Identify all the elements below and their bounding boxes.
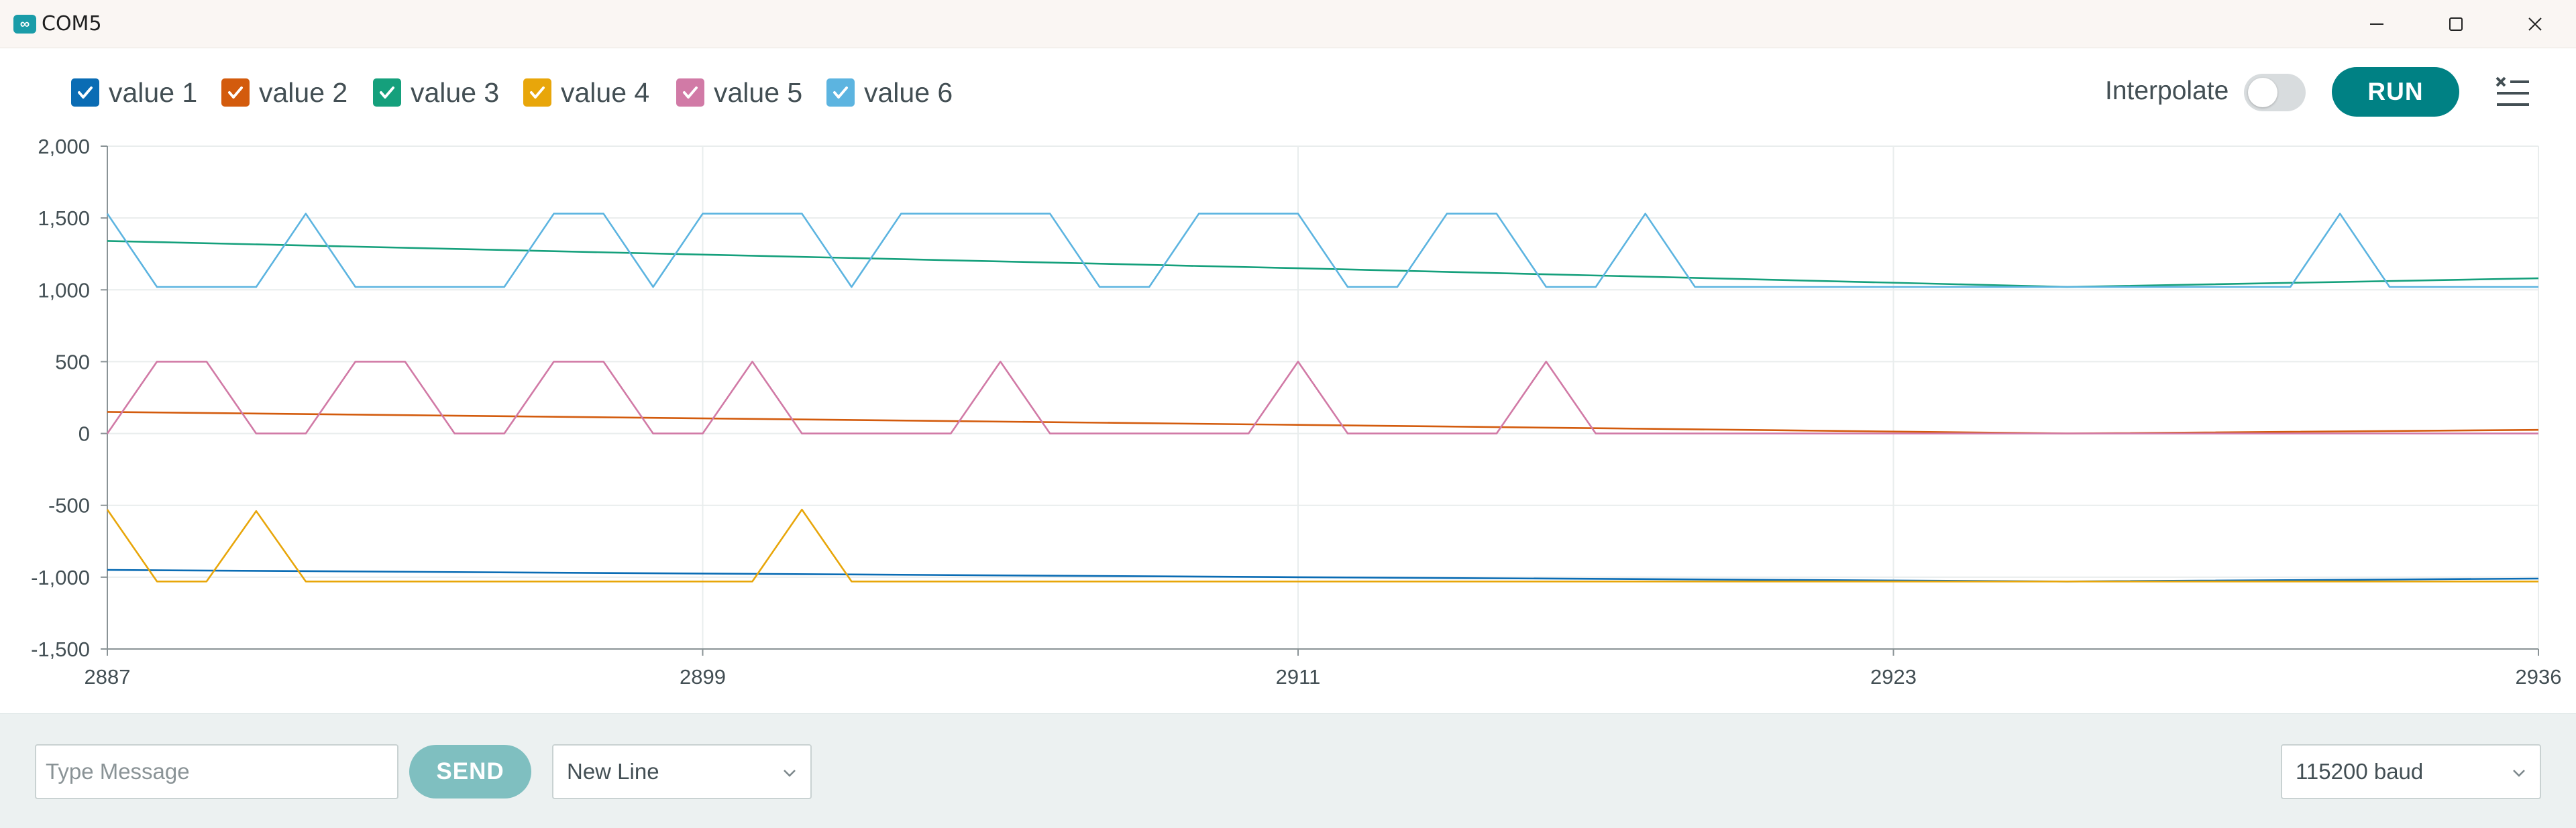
chevron-down-icon	[784, 770, 796, 777]
x-tick-label: 2911	[1276, 665, 1321, 689]
legend-item-2[interactable]: value 2	[221, 74, 347, 111]
series-checkbox[interactable]	[373, 78, 401, 107]
check-icon	[833, 86, 848, 99]
y-tick-label: 0	[78, 422, 90, 446]
window-title: COM5	[42, 12, 102, 36]
series-checkbox[interactable]	[71, 78, 99, 107]
legend-label: value 1	[109, 76, 198, 108]
message-input[interactable]	[35, 744, 398, 799]
clear-button[interactable]	[2494, 72, 2532, 111]
series-line-1	[107, 569, 2539, 583]
check-icon	[683, 86, 698, 99]
legend-item-3[interactable]: value 3	[373, 74, 499, 111]
series-line-5	[106, 361, 2538, 434]
line-ending-select[interactable]: New Line	[552, 744, 812, 799]
y-tick-label: -1,000	[31, 566, 90, 589]
interpolate-label: Interpolate	[2105, 76, 2229, 105]
legend-label: value 2	[259, 76, 348, 108]
close-button[interactable]	[2496, 0, 2575, 48]
minimize-button[interactable]	[2337, 0, 2416, 48]
legend-label: value 5	[714, 76, 803, 108]
send-button[interactable]: SEND	[409, 745, 531, 799]
message-bar: SEND New Line 115200 baud	[0, 713, 2576, 828]
x-tick-label: 2887	[85, 665, 131, 689]
series-line-6	[106, 213, 2538, 288]
toggle-knob	[2248, 78, 2277, 107]
legend-label: value 6	[864, 76, 953, 108]
maximize-icon	[2449, 17, 2463, 31]
interpolate-toggle[interactable]	[2244, 74, 2306, 111]
legend-item-4[interactable]: value 4	[523, 74, 649, 111]
check-icon	[228, 86, 243, 99]
legend-label: value 3	[411, 76, 500, 108]
check-icon	[78, 86, 93, 99]
series-line-2	[107, 411, 2539, 434]
series-line-4	[106, 508, 2538, 583]
plotter-toolbar: value 1 value 2 value 3 value 4 value 5 value…	[0, 48, 2576, 135]
series-checkbox[interactable]	[523, 78, 551, 107]
maximize-button[interactable]	[2416, 0, 2496, 48]
check-icon	[530, 86, 545, 99]
title-bar: ∞ COM5	[0, 0, 2576, 48]
series-line-3	[107, 240, 2539, 288]
plot-area: -1,500 -1,000 -500 0 500 1,000 1,500 2,000 2887 2…	[0, 135, 2576, 713]
x-tick-label: 2899	[680, 665, 726, 689]
line-chart: -1,500 -1,000 -500 0 500 1,000 1,500 2,000 2887 2…	[31, 135, 2562, 689]
x-tick-label: 2936	[2516, 665, 2562, 689]
close-icon	[2528, 17, 2542, 31]
baud-rate-select[interactable]: 115200 baud	[2281, 744, 2541, 799]
y-tick-label: 1,000	[38, 278, 90, 302]
series-checkbox[interactable]	[676, 78, 704, 107]
y-tick-label: 1,500	[38, 206, 90, 230]
minimize-icon	[2370, 23, 2383, 25]
y-tick-label: 500	[55, 350, 90, 373]
y-tick-label: -500	[48, 494, 90, 518]
x-tick-label: 2923	[1870, 665, 1917, 689]
series-checkbox[interactable]	[221, 78, 250, 107]
line-ending-value: New Line	[567, 759, 659, 784]
infinity-icon: ∞	[13, 15, 36, 34]
legend-label: value 4	[561, 76, 650, 108]
legend-item-1[interactable]: value 1	[71, 74, 197, 111]
chevron-down-icon	[2513, 770, 2525, 777]
series-checkbox[interactable]	[826, 78, 855, 107]
check-icon	[380, 86, 394, 99]
y-tick-label: 2,000	[38, 135, 90, 158]
run-button[interactable]: RUN	[2332, 67, 2459, 117]
legend-item-6[interactable]: value 6	[826, 74, 953, 111]
baud-rate-value: 115200 baud	[2296, 759, 2424, 784]
clear-list-icon	[2496, 76, 2529, 106]
y-tick-label: -1,500	[31, 638, 90, 661]
legend-item-5[interactable]: value 5	[676, 74, 802, 111]
